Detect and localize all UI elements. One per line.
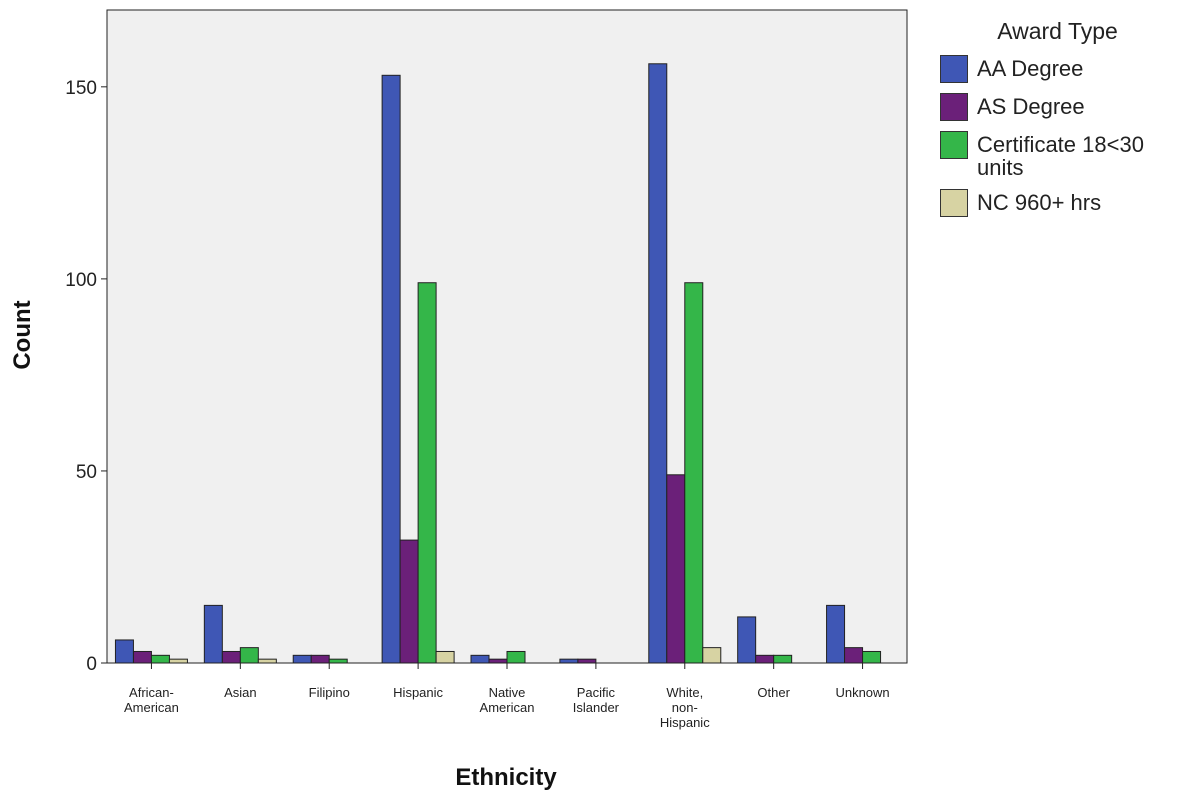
y-tick-label: 50 [76,462,97,483]
bar [559,658,579,664]
y-tick-label: 100 [65,270,97,291]
x-tick-label: Unknown [835,685,889,700]
legend-item: Certificate 18<30 units [940,131,1175,179]
x-tick-label-line: White, [666,685,703,700]
x-tick-label: Other [757,685,790,700]
bar [310,654,330,664]
bars [114,63,882,664]
bar [114,639,134,664]
bar [203,604,223,664]
x-tick-label-line: Hispanic [393,685,443,700]
legend-swatch [940,131,968,159]
y-tick-label: 150 [65,78,97,99]
legend-label: NC 960+ hrs [977,190,1102,215]
x-tick-label-line: Filipino [309,685,350,700]
bar [488,658,508,664]
y-tick-label: 0 [86,654,97,675]
bar [292,654,312,664]
x-tick-label-line: Hispanic [660,715,710,730]
y-axis-label: Count [9,300,36,369]
x-tick-label: African-American [124,685,179,715]
bar [132,650,152,664]
bar [702,647,722,664]
bar [328,658,348,664]
bar [435,650,455,664]
x-tick-label-line: Asian [224,685,257,700]
x-tick-label-line: American [480,700,535,715]
x-tick-label-line: American [124,700,179,715]
x-tick-label-line: Unknown [835,685,889,700]
bar [470,654,490,664]
legend: Award Type AA Degree AS Degree Certificate… [940,18,1175,227]
bar [239,647,259,664]
bar [150,654,170,664]
bar [257,658,277,664]
x-tick-label-line: non- [672,700,698,715]
legend-label: AA Degree [977,56,1084,81]
bar [381,74,401,664]
bar [773,654,793,664]
bar [844,647,864,664]
x-tick-label-line: Islander [573,700,620,715]
plot-area [106,9,908,664]
legend-item: NC 960+ hrs [940,189,1175,217]
bar [666,474,686,664]
legend-swatch [940,55,968,83]
x-tick-label: Asian [224,685,257,700]
legend-swatch [940,189,968,217]
legend-item: AS Degree [940,93,1175,121]
legend-items: AA Degree AS Degree Certificate 18<30 unit… [940,55,1175,217]
x-tick-label: White, non-Hispanic [660,685,710,730]
x-tick-label: Filipino [309,685,350,700]
bar [168,658,188,664]
legend-title: Award Type [997,18,1118,44]
legend-swatch [940,93,968,121]
x-tick-label-line: Other [757,685,790,700]
legend-item: AA Degree [940,55,1175,83]
bar [506,650,526,664]
bar [826,604,846,664]
bar [399,539,419,664]
x-tick-label: Native American [480,685,535,715]
bar [577,658,597,664]
x-tick-label: Pacific Islander [573,685,620,715]
x-axis-label: Ethnicity [455,764,557,791]
x-tick-label-line: Pacific [577,685,616,700]
legend-label: AS Degree [977,94,1085,119]
legend-label: Certificate 18<30 units [977,132,1144,180]
x-tick-label-line: Native [489,685,526,700]
bar [862,650,882,664]
x-tick-label: Hispanic [393,685,443,700]
bar [221,650,241,664]
x-tick-label-line: African- [129,685,174,700]
bar [417,282,437,664]
bar [755,654,775,664]
bar [684,282,704,664]
bar [648,63,668,664]
y-axis: 0 50 100 150 [65,78,107,675]
bar [737,616,757,664]
